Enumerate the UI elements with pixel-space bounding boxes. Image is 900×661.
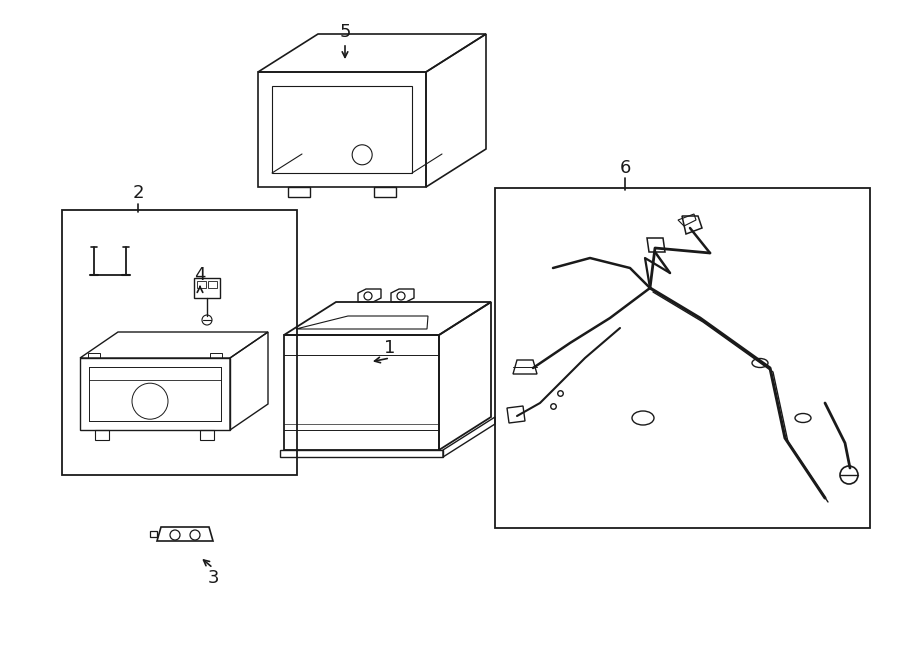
Text: 6: 6 — [619, 159, 631, 177]
Text: 5: 5 — [339, 23, 351, 41]
Bar — [495, 188, 870, 528]
Bar — [197, 281, 206, 288]
Text: 1: 1 — [384, 339, 396, 357]
Bar — [62, 210, 297, 475]
Bar — [194, 278, 220, 298]
Text: 4: 4 — [194, 266, 206, 284]
Bar — [208, 281, 217, 288]
Text: 2: 2 — [132, 184, 144, 202]
Text: 3: 3 — [207, 569, 219, 587]
